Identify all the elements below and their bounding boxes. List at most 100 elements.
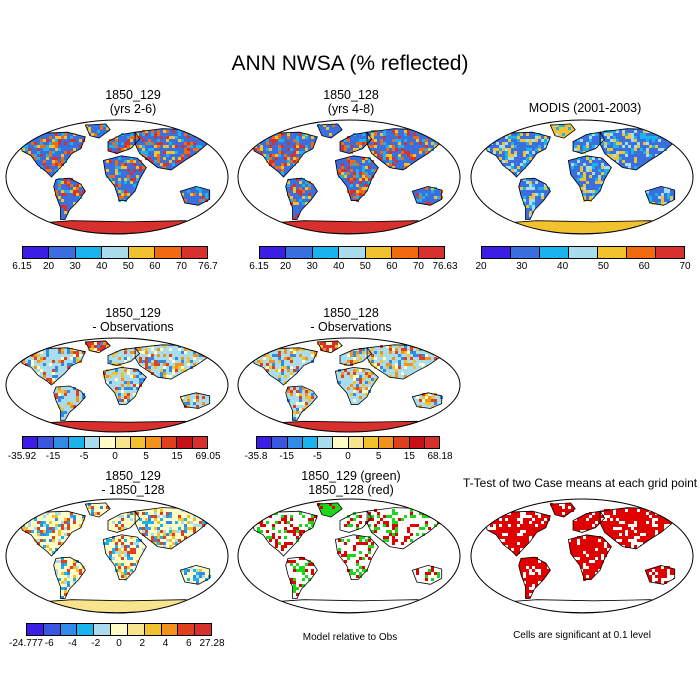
grid-cell: [61, 193, 64, 196]
grid-cell: [359, 375, 362, 378]
grid-cell: [196, 348, 199, 351]
grid-cell: [431, 566, 434, 569]
grid-cell: [389, 530, 392, 533]
grid-cell: [281, 133, 284, 136]
colorbar-swatch: [111, 624, 128, 635]
grid-cell: [130, 375, 133, 378]
grid-cell: [425, 142, 428, 145]
grid-cell: [610, 515, 613, 518]
grid-cell: [538, 133, 541, 136]
panel-title-1850-129-obs: 1850_129 - Observations: [33, 306, 233, 334]
grid-cell: [127, 572, 130, 575]
grid-cell: [79, 569, 82, 572]
grid-cell: [296, 536, 299, 539]
grid-cell: [73, 193, 76, 196]
grid-cell: [79, 145, 82, 148]
grid-cell: [166, 375, 169, 378]
map-panel-diff: [5, 498, 229, 614]
grid-cell: [350, 190, 353, 193]
grid-cell: [142, 148, 145, 151]
grid-cell: [356, 560, 359, 563]
grid-cell: [637, 145, 640, 148]
grid-cell: [58, 542, 61, 545]
grid-cell: [571, 166, 574, 169]
grid-cell: [52, 163, 55, 166]
grid-cell: [425, 393, 428, 396]
grid-cell: [139, 518, 142, 521]
grid-cell: [305, 181, 308, 184]
grid-cell: [287, 542, 290, 545]
colorbar-tick-label: 40: [96, 261, 108, 272]
grid-cell: [595, 178, 598, 181]
north-america-coastline: [19, 347, 86, 386]
grid-cell: [356, 563, 359, 566]
grid-cell: [655, 578, 658, 581]
grid-cell: [383, 151, 386, 154]
grid-cell: [22, 148, 25, 151]
grid-cell: [395, 351, 398, 354]
grid-cell: [275, 533, 278, 536]
grid-cell: [413, 524, 416, 527]
grid-cell: [499, 145, 502, 148]
grid-cell: [374, 378, 377, 381]
grid-cell: [434, 524, 437, 527]
grid-cell: [157, 363, 160, 366]
grid-cell: [353, 172, 356, 175]
grid-cell: [127, 551, 130, 554]
grid-cell: [37, 372, 40, 375]
grid-cell: [646, 142, 649, 145]
grid-cell: [356, 196, 359, 199]
grid-cell: [631, 539, 634, 542]
grid-cell: [172, 366, 175, 369]
grid-cell: [172, 145, 175, 148]
grid-cell: [523, 515, 526, 518]
grid-cell: [589, 190, 592, 193]
grid-cell: [362, 557, 365, 560]
grid-cell: [145, 133, 148, 136]
grid-cell: [55, 139, 58, 142]
grid-cell: [299, 181, 302, 184]
grid-cell: [431, 130, 434, 133]
grid-cell: [523, 524, 526, 527]
grid-cell: [64, 572, 67, 575]
grid-cell: [115, 369, 118, 372]
grid-cell: [133, 512, 136, 515]
grid-cell: [284, 518, 287, 521]
grid-cell: [583, 193, 586, 196]
grid-cell: [278, 139, 281, 142]
grid-cell: [419, 193, 422, 196]
grid-cell: [532, 208, 535, 211]
grid-cell: [404, 375, 407, 378]
grid-cell: [46, 166, 49, 169]
grid-cell: [428, 393, 431, 396]
grid-cell: [514, 530, 517, 533]
grid-cell: [293, 411, 296, 414]
grid-cell: [46, 154, 49, 157]
grid-cell: [595, 557, 598, 560]
grid-cell: [305, 524, 308, 527]
grid-cell: [392, 536, 395, 539]
grid-cell: [347, 557, 350, 560]
grid-cell: [172, 157, 175, 160]
grid-cell: [434, 357, 437, 360]
grid-cell: [281, 518, 284, 521]
colorbar-tick-label: 30: [306, 261, 318, 272]
grid-cell: [574, 554, 577, 557]
grid-cell: [392, 166, 395, 169]
colorbar-tick-label: -2: [91, 638, 101, 649]
grid-cell: [544, 187, 547, 190]
grid-cell: [175, 136, 178, 139]
grid-cell: [172, 533, 175, 536]
grid-cell: [592, 569, 595, 572]
grid-cell: [112, 536, 115, 539]
grid-cell: [637, 536, 640, 539]
grid-cell: [392, 533, 395, 536]
grid-cell: [79, 354, 82, 357]
grid-cell: [61, 557, 64, 560]
grid-cell: [266, 354, 269, 357]
grid-cell: [353, 369, 356, 372]
grid-cell: [619, 536, 622, 539]
grid-cell: [181, 357, 184, 360]
grid-cell: [160, 375, 163, 378]
grid-cell: [91, 345, 94, 348]
